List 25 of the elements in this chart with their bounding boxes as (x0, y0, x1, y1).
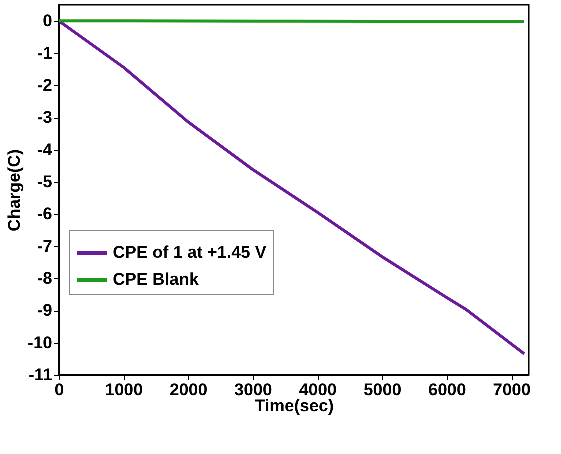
x-tick-label: 1000 (105, 380, 144, 400)
y-tick-label: -6 (37, 204, 52, 224)
y-tick-label: -5 (37, 172, 52, 192)
x-tick-label: 5000 (364, 380, 402, 400)
legend-label: CPE of 1 at +1.45 V (113, 243, 268, 262)
y-tick-label: -2 (37, 76, 52, 95)
y-axis-title: Charge(C) (4, 149, 24, 232)
x-tick-label: 4000 (299, 380, 338, 400)
x-tick-label: 0 (54, 380, 64, 400)
x-axis-title: Time(sec) (254, 396, 334, 416)
y-tick-label: -7 (37, 236, 52, 256)
y-tick-label: -1 (37, 44, 52, 63)
y-tick-label: -10 (28, 333, 52, 352)
y-tick-label: -4 (37, 140, 54, 160)
x-tick-label: 6000 (428, 380, 466, 400)
line-series (59, 20, 526, 356)
y-tick-label: -3 (37, 108, 52, 128)
y-tick-label: 0 (43, 12, 52, 31)
legend-label: CPE Blank (113, 270, 200, 289)
y-tick-label: -9 (37, 301, 52, 320)
x-tick-label: 3000 (234, 380, 272, 400)
x-tick-label: 7000 (493, 380, 531, 400)
y-tick-label: -11 (28, 366, 52, 384)
y-tick-label: -8 (37, 268, 52, 288)
x-tick-label: 2000 (170, 380, 208, 400)
